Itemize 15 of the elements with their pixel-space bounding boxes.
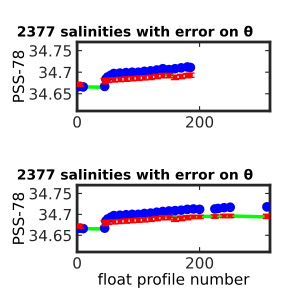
x-tick-label: 0	[73, 116, 81, 128]
x-tick-label: 0	[73, 257, 81, 269]
y-tick-label: 34.75	[30, 45, 71, 57]
x-axis-title: float profile number	[98, 273, 250, 288]
x-tick-label: 200	[186, 257, 214, 269]
x-tick-label: 200	[186, 116, 214, 128]
y-tick-label: 34.65	[30, 230, 71, 242]
y-tick-label: 34.7	[39, 208, 71, 220]
y-tick-label: 34.75	[30, 188, 71, 200]
chart-title: 2377 salinities with error on θ	[18, 26, 253, 37]
y-axis-title: PSS-78	[12, 50, 24, 102]
chart-title: 2377 salinities with error on θ	[18, 168, 253, 180]
y-axis-title: PSS-78	[12, 192, 24, 244]
y-tick-label: 34.7	[39, 66, 71, 78]
y-tick-label: 34.65	[30, 88, 71, 100]
